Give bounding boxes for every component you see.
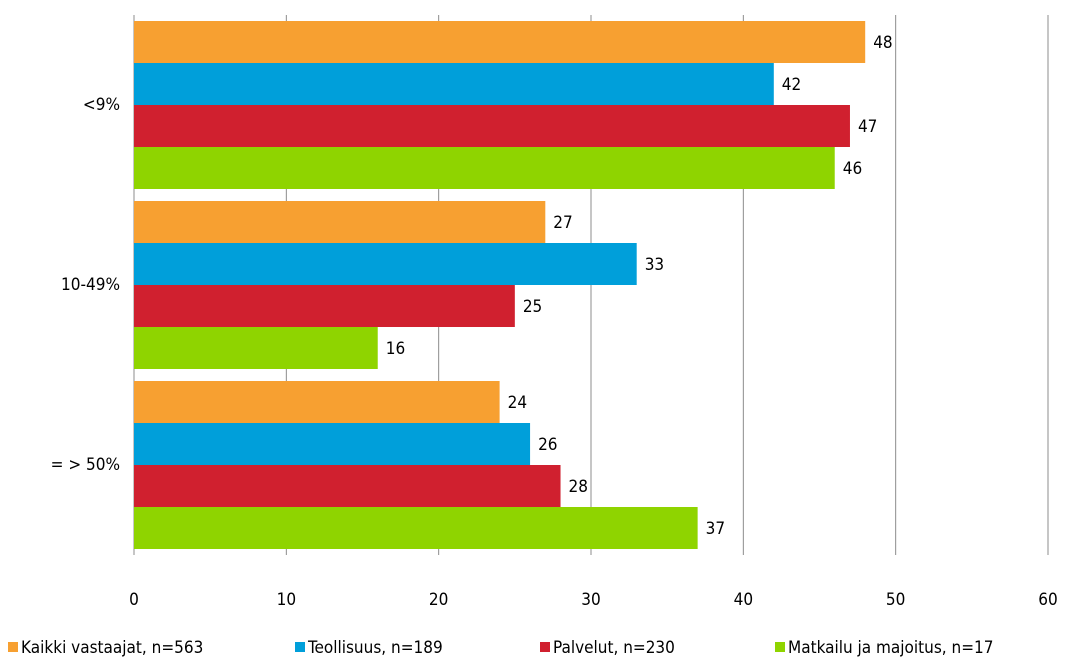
bar	[134, 21, 866, 63]
legend-label: Palvelut, n=230	[553, 638, 675, 658]
data-label: 25	[523, 297, 542, 317]
data-label: 33	[645, 255, 664, 275]
data-label: 16	[386, 339, 405, 359]
bar	[134, 63, 774, 105]
bar	[134, 285, 515, 327]
legend-swatch	[775, 642, 785, 652]
legend-swatch	[540, 642, 550, 652]
bar	[134, 327, 378, 369]
data-label: 42	[782, 75, 801, 95]
y-tick-label: <9%	[83, 95, 120, 115]
bar	[134, 147, 835, 189]
y-tick-label: 10-49%	[61, 275, 120, 295]
bar	[134, 423, 531, 465]
data-label: 27	[553, 213, 572, 233]
data-label: 37	[706, 519, 725, 539]
bar	[134, 243, 637, 285]
data-label: 26	[538, 435, 557, 455]
x-tick-label: 60	[1038, 590, 1057, 610]
bar	[134, 381, 500, 423]
x-tick-label: 0	[129, 590, 139, 610]
legend-label: Teollisuus, n=189	[307, 638, 443, 658]
data-label: 28	[569, 477, 588, 497]
bar	[134, 507, 698, 549]
y-tick-label: = > 50%	[51, 455, 120, 475]
x-tick-label: 10	[277, 590, 296, 610]
data-label: 24	[508, 393, 527, 413]
legend-swatch	[8, 642, 18, 652]
bar	[134, 201, 546, 243]
data-label: 48	[873, 33, 892, 53]
data-label: 46	[843, 159, 862, 179]
x-tick-label: 20	[429, 590, 448, 610]
x-tick-label: 50	[886, 590, 905, 610]
data-label: 47	[858, 117, 877, 137]
x-tick-label: 30	[581, 590, 600, 610]
legend-swatch	[295, 642, 305, 652]
legend-label: Matkailu ja majoitus, n=17	[788, 638, 994, 658]
bar	[134, 465, 561, 507]
x-tick-label: 40	[734, 590, 753, 610]
legend-label: Kaikki vastaajat, n=563	[21, 638, 203, 658]
bar	[134, 105, 850, 147]
